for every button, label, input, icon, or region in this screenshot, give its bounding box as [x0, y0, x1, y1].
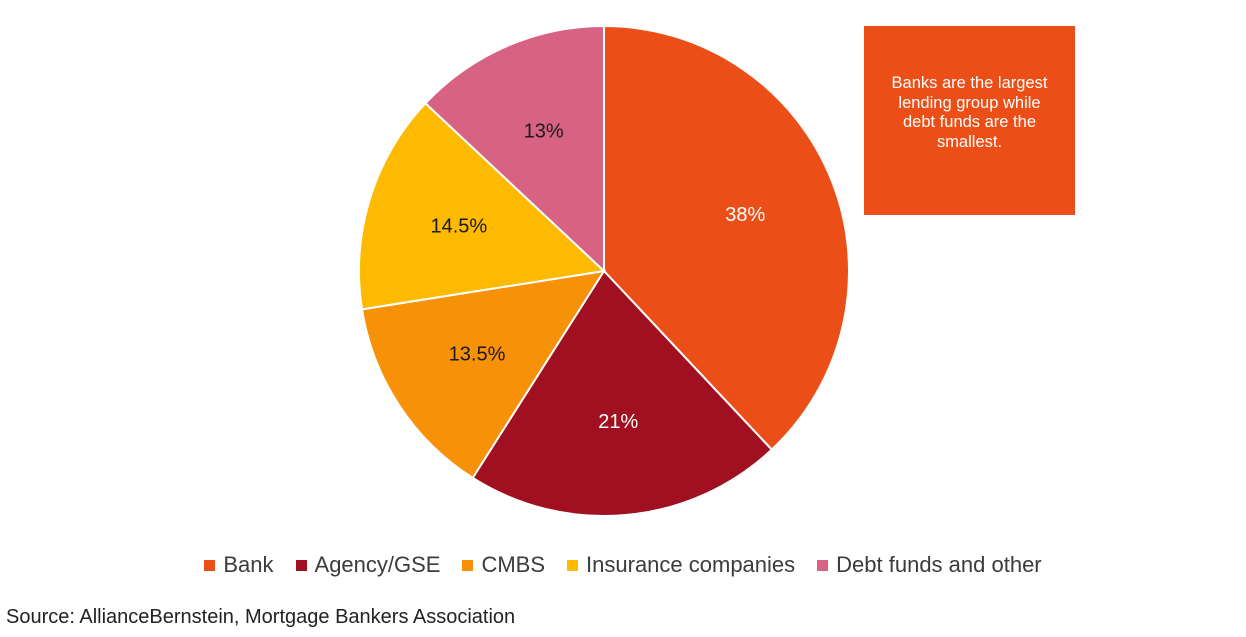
chart-legend: Bank Agency/GSE CMBS Insurance companies… [0, 549, 1246, 581]
legend-item-agency-gse: Agency/GSE [295, 552, 441, 578]
legend-item-bank: Bank [204, 552, 274, 578]
legend-item-debt-funds: Debt funds and other [817, 552, 1042, 578]
legend-swatch-cmbs [462, 559, 474, 571]
pie-slice-insurance-companies [358, 101, 607, 311]
legend-label-debt-funds: Debt funds and other [836, 552, 1042, 577]
callout-box: Banks are the largest lending group whil… [864, 26, 1075, 215]
callout-text: Banks are the largest lending group whil… [891, 74, 1048, 151]
legend-swatch-agency-gse [295, 559, 307, 571]
pie-label-cmbs: 13.5% [449, 343, 506, 365]
legend-item-cmbs: CMBS [462, 552, 545, 578]
pie-slice-debt-funds-and-other [423, 24, 605, 274]
legend-label-bank: Bank [223, 552, 274, 577]
pie-slice-agency-gse [471, 269, 774, 517]
pie-slice-bank [603, 24, 850, 452]
legend-label-cmbs: CMBS [481, 552, 546, 577]
legend-item-insurance-companies: Insurance companies [567, 552, 795, 578]
source-note: Source: AllianceBernstein, Mortgage Bank… [6, 606, 516, 628]
pie-slice-cmbs [360, 269, 607, 480]
legend-swatch-debt-funds [817, 559, 829, 571]
pie-label-debt-funds-and-other: 13% [524, 121, 564, 143]
legend-swatch-insurance-companies [567, 559, 579, 571]
legend-swatch-bank [204, 559, 216, 571]
pie-label-insurance-companies: 14.5% [430, 215, 487, 237]
pie-label-agency-gse: 21% [598, 411, 638, 433]
pie-label-bank: 38% [725, 204, 765, 226]
legend-label-insurance-companies: Insurance companies [586, 552, 796, 577]
legend-label-agency-gse: Agency/GSE [314, 552, 441, 577]
